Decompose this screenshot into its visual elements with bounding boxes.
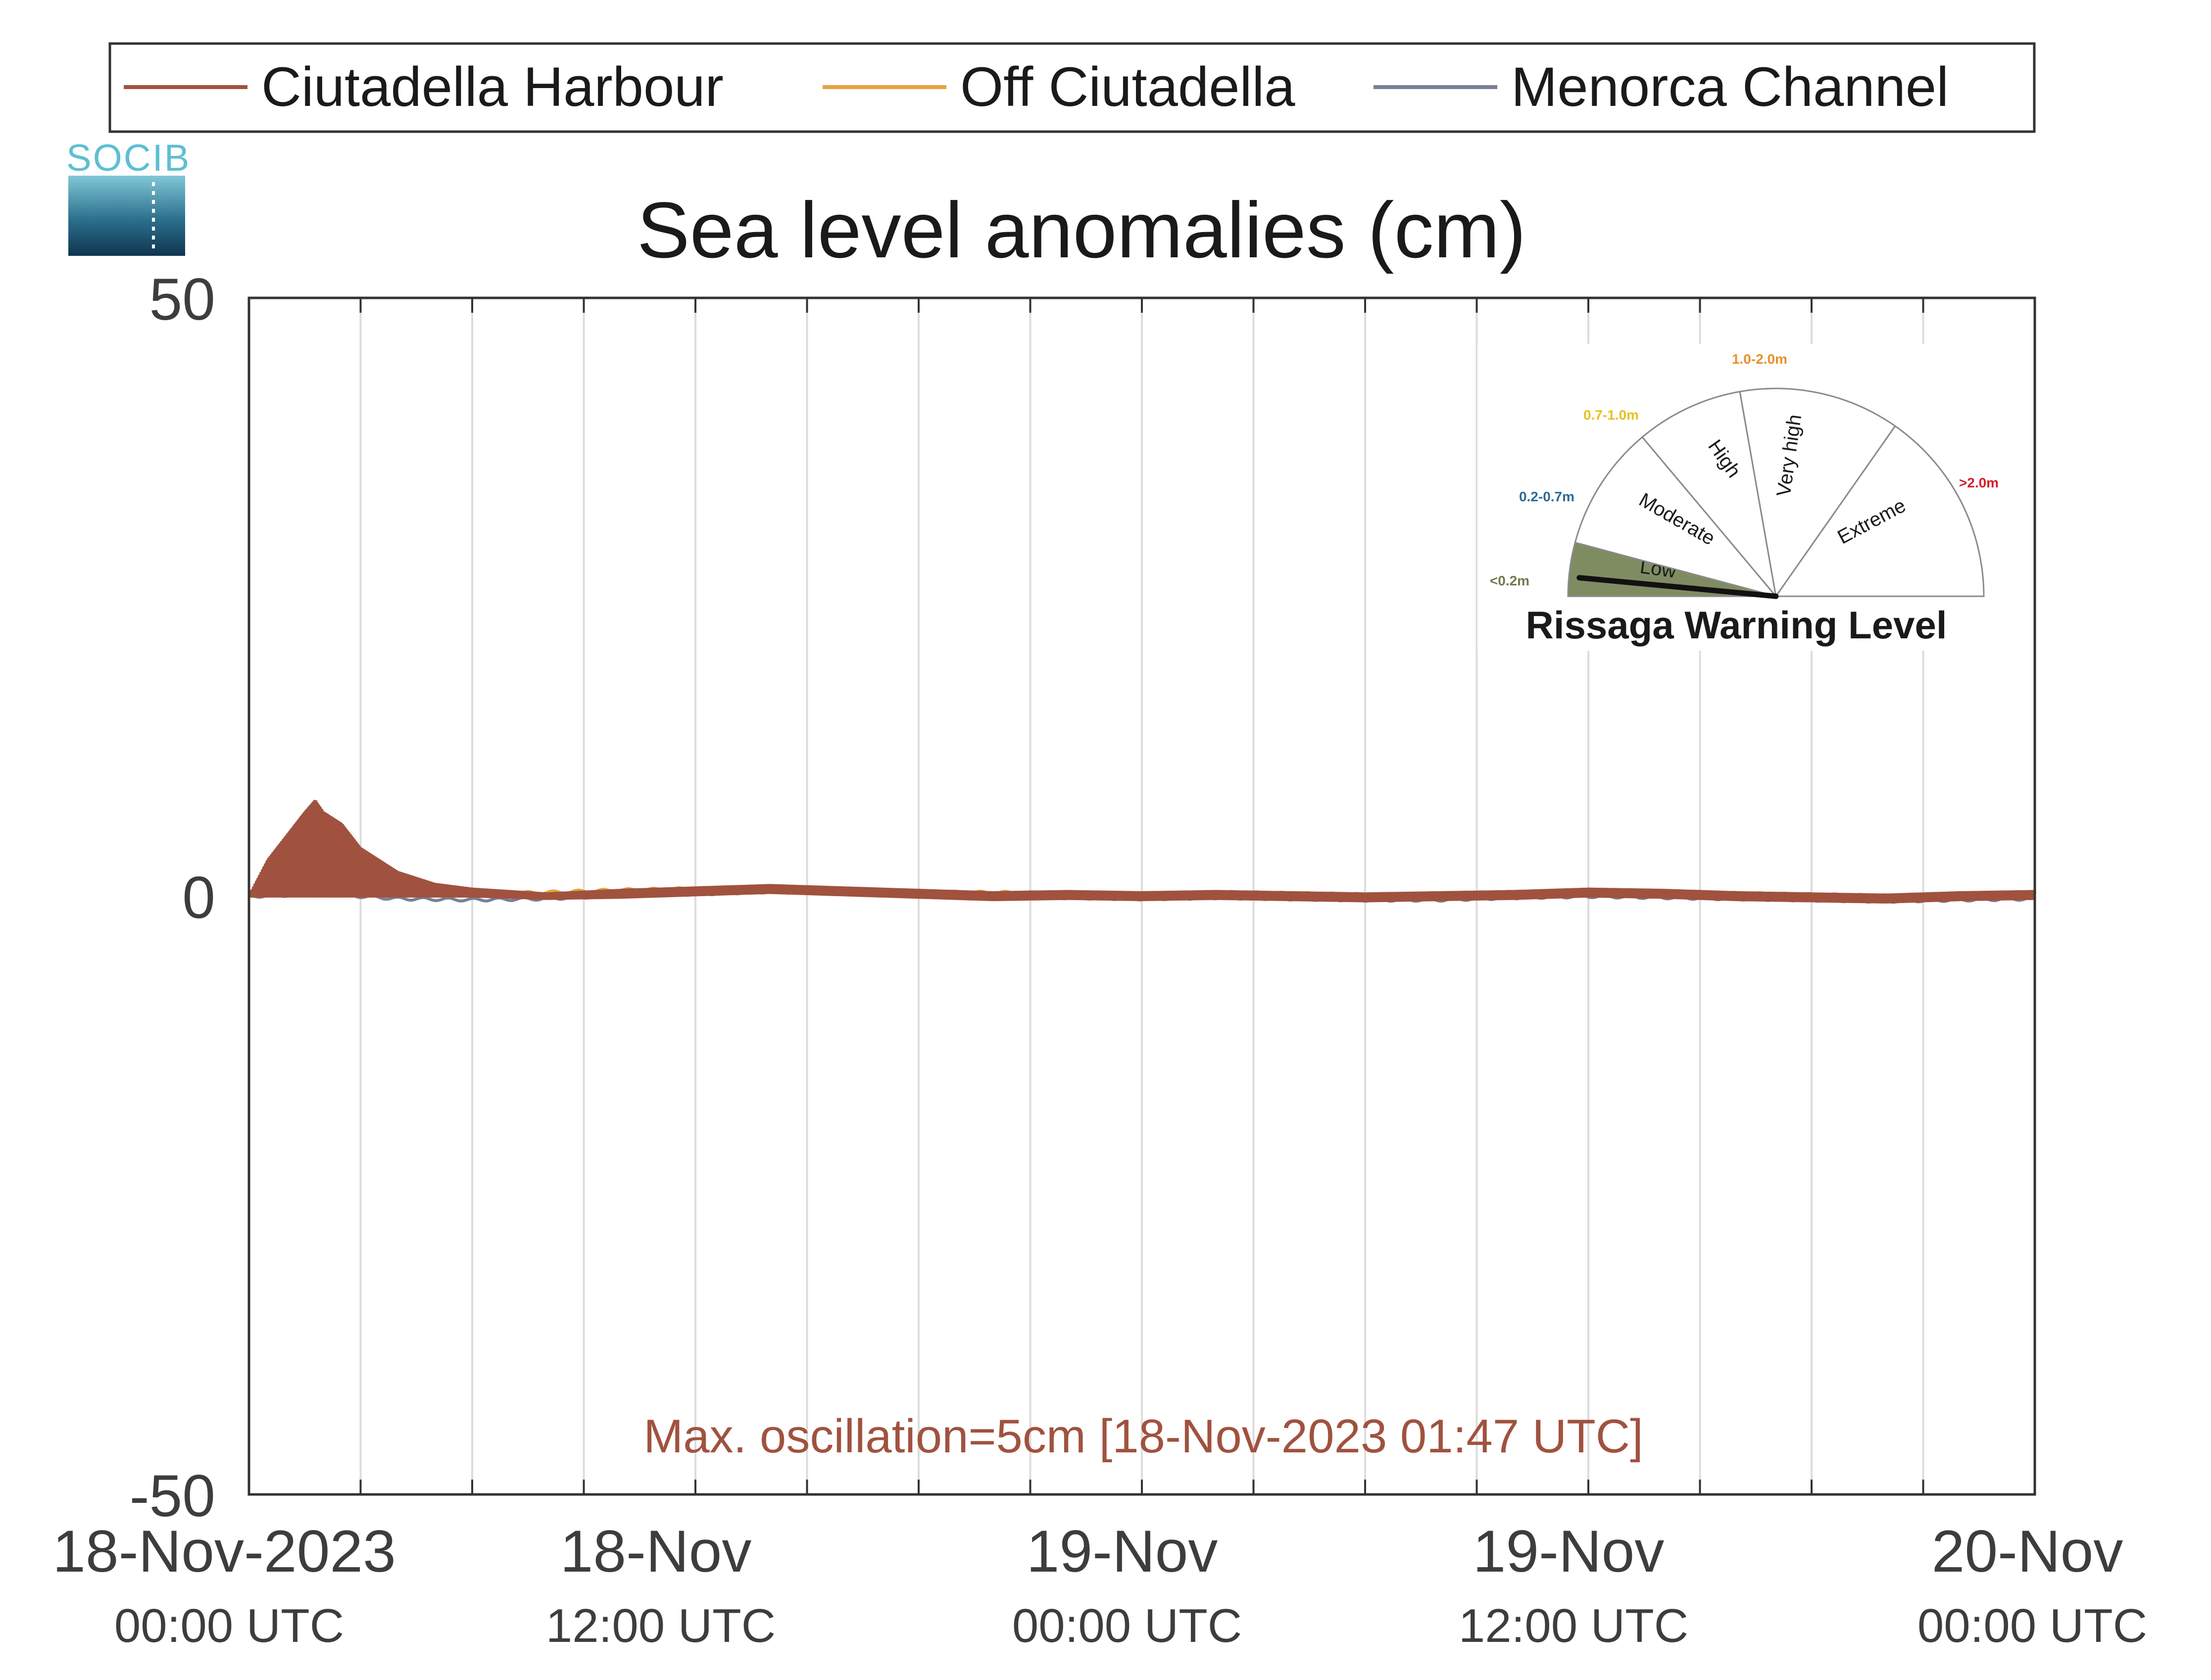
gauge-range-low: <0.2m bbox=[1490, 573, 1529, 588]
legend-label-menorca-channel: Menorca Channel bbox=[1511, 56, 1949, 118]
x-tick-label-time: 12:00 UTC bbox=[1459, 1599, 1688, 1652]
series-group bbox=[248, 800, 2036, 904]
legend-label-off-ciutadella: Off Ciutadella bbox=[960, 56, 1295, 118]
y-tick-label: -50 bbox=[130, 1463, 215, 1529]
gauge-range-moderate: 0.2-0.7m bbox=[1519, 489, 1574, 504]
x-tick-marks bbox=[359, 298, 1924, 1494]
gauge-sector-moderate bbox=[1574, 436, 1778, 598]
legend-box bbox=[108, 42, 2036, 133]
y-tick-label: 50 bbox=[149, 266, 215, 333]
gauge-range-extreme: >2.0m bbox=[1959, 475, 1999, 490]
x-tick-label-date: 18-Nov-2023 bbox=[52, 1518, 396, 1584]
socib-logo: SOCIB bbox=[66, 137, 191, 256]
chart-title: Sea level anomalies (cm) bbox=[637, 186, 1526, 274]
gauge-sector-extreme bbox=[1774, 425, 1985, 597]
x-tick-label-date: 19-Nov bbox=[1027, 1518, 1218, 1584]
gauge-needle bbox=[1576, 575, 1779, 599]
x-tick-label-date: 18-Nov bbox=[560, 1518, 752, 1584]
x-tick-label-time: 12:00 UTC bbox=[546, 1599, 776, 1652]
legend-label-ciutadella-harbour: Ciutadella Harbour bbox=[261, 56, 724, 118]
max-oscillation-annotation: Max. oscillation=5cm [18-Nov-2023 01:47 … bbox=[643, 1410, 1643, 1463]
gauge-sector-high bbox=[1641, 390, 1777, 599]
x-tick-label-date: 20-Nov bbox=[1932, 1518, 2123, 1584]
y-axis: 50 0 -50 bbox=[130, 266, 215, 1529]
x-tick-label-time: 00:00 UTC bbox=[114, 1599, 344, 1652]
legend: Ciutadella Harbour Off Ciutadella Menorca … bbox=[108, 42, 2036, 133]
y-tick-label: 0 bbox=[182, 864, 215, 931]
gauge-range-high: 0.7-1.0m bbox=[1583, 407, 1639, 423]
x-tick-label-date: 19-Nov bbox=[1473, 1518, 1665, 1584]
gauge-sector-very-high bbox=[1739, 387, 1896, 598]
series-line-ciutadella-harbour bbox=[248, 800, 2036, 904]
gauge-range-very-high: 1.0-2.0m bbox=[1732, 351, 1787, 367]
socib-logo-text: SOCIB bbox=[66, 137, 191, 179]
socib-logo-mark bbox=[68, 176, 185, 256]
x-tick-label-time: 00:00 UTC bbox=[1012, 1599, 1242, 1652]
gauge-title: Rissaga Warning Level bbox=[1525, 603, 1947, 647]
x-axis: 18-Nov-2023 00:00 UTC 18-Nov 12:00 UTC 19-No… bbox=[52, 1518, 2147, 1652]
x-tick-label-time: 00:00 UTC bbox=[1917, 1599, 2147, 1652]
